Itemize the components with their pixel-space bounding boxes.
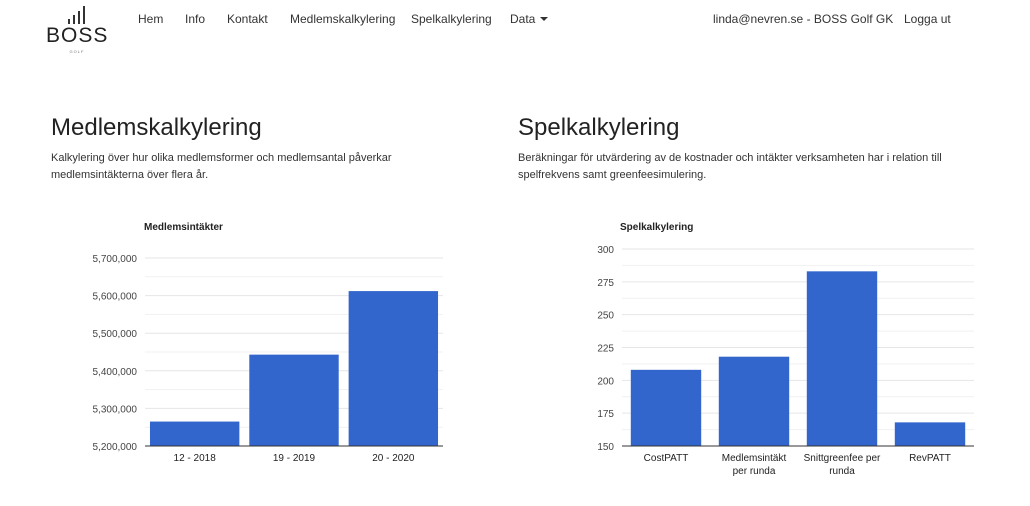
x-tick-label: RevPATT <box>909 453 951 464</box>
x-tick-label: 12 - 2018 <box>174 453 217 464</box>
description-line: Beräkningar för utvärdering av de kostna… <box>518 152 942 164</box>
x-tick-label: Medlemsintäkt <box>722 453 787 464</box>
chart-title-medlemsintakter: Medlemsintäkter <box>144 222 223 233</box>
y-tick-label: 150 <box>597 442 614 453</box>
bar <box>718 356 790 446</box>
brand-name: BOSS <box>46 24 109 47</box>
y-tick-label: 275 <box>597 278 614 289</box>
y-tick-label: 225 <box>597 344 614 355</box>
section-description-medlemskalkylering: Kalkylering över hur olika medlemsformer… <box>51 150 471 184</box>
x-tick-label: per runda <box>733 466 776 477</box>
y-tick-label: 200 <box>597 376 614 387</box>
y-tick-label: 300 <box>597 245 614 256</box>
x-tick-label: CostPATT <box>644 453 689 464</box>
chart-spelkalkylering: 150 175 200 225 250 275 300 CostPATT Medlemsintä… <box>597 245 974 477</box>
x-tick-label: 20 - 2020 <box>372 453 415 464</box>
nav-spelkalkylering[interactable]: Spelkalkylering <box>411 12 492 26</box>
chart-title-spelkalkylering: Spelkalkylering <box>620 222 694 233</box>
x-tick-label: Snittgreenfee per <box>804 453 881 464</box>
bar <box>630 369 702 446</box>
section-title-medlemskalkylering: Medlemskalkylering <box>51 114 262 141</box>
nav-kontakt[interactable]: Kontakt <box>227 12 268 26</box>
nav-logout[interactable]: Logga ut <box>904 12 951 26</box>
y-tick-label: 175 <box>597 409 614 420</box>
brand-subtitle: GOLF <box>69 49 85 54</box>
nav-info[interactable]: Info <box>185 12 206 26</box>
bar <box>894 422 966 446</box>
bar <box>348 291 439 446</box>
bar <box>806 271 878 446</box>
caret-down-icon <box>540 17 549 21</box>
section-title-spelkalkylering: Spelkalkylering <box>518 114 680 141</box>
y-tick-label: 5,600,000 <box>93 292 138 303</box>
bar <box>249 354 339 446</box>
signal-bars-icon <box>68 6 88 24</box>
y-tick-label: 5,500,000 <box>93 329 138 340</box>
nav-medlemskalkylering[interactable]: Medlemskalkylering <box>290 12 396 26</box>
nav-data-dropdown[interactable]: Data <box>510 12 549 26</box>
y-tick-label: 5,700,000 <box>93 254 138 265</box>
description-line: Kalkylering över hur olika medlemsformer… <box>51 152 392 164</box>
brand-logo[interactable]: BOSS GOLF <box>46 6 108 56</box>
y-tick-label: 5,300,000 <box>93 404 138 415</box>
nav-hem[interactable]: Hem <box>138 12 164 26</box>
description-line: spelfrekvens samt greenfeesimulering. <box>518 169 707 181</box>
nav-user-account[interactable]: linda@nevren.se - BOSS Golf GK <box>713 12 894 26</box>
bar <box>149 421 240 446</box>
x-tick-label: 19 - 2019 <box>273 453 316 464</box>
chart-medlemsintakter: 5,200,000 5,300,000 5,400,000 5,500,000 5,60… <box>93 254 443 464</box>
x-tick-label: runda <box>829 466 855 477</box>
description-line: medlemsintäkterna över flera år. <box>51 169 209 181</box>
y-tick-label: 250 <box>597 311 614 322</box>
y-tick-label: 5,200,000 <box>93 442 138 453</box>
y-tick-label: 5,400,000 <box>93 367 138 378</box>
section-description-spelkalkylering: Beräkningar för utvärdering av de kostna… <box>518 150 988 184</box>
nav-data-label: Data <box>510 12 536 26</box>
